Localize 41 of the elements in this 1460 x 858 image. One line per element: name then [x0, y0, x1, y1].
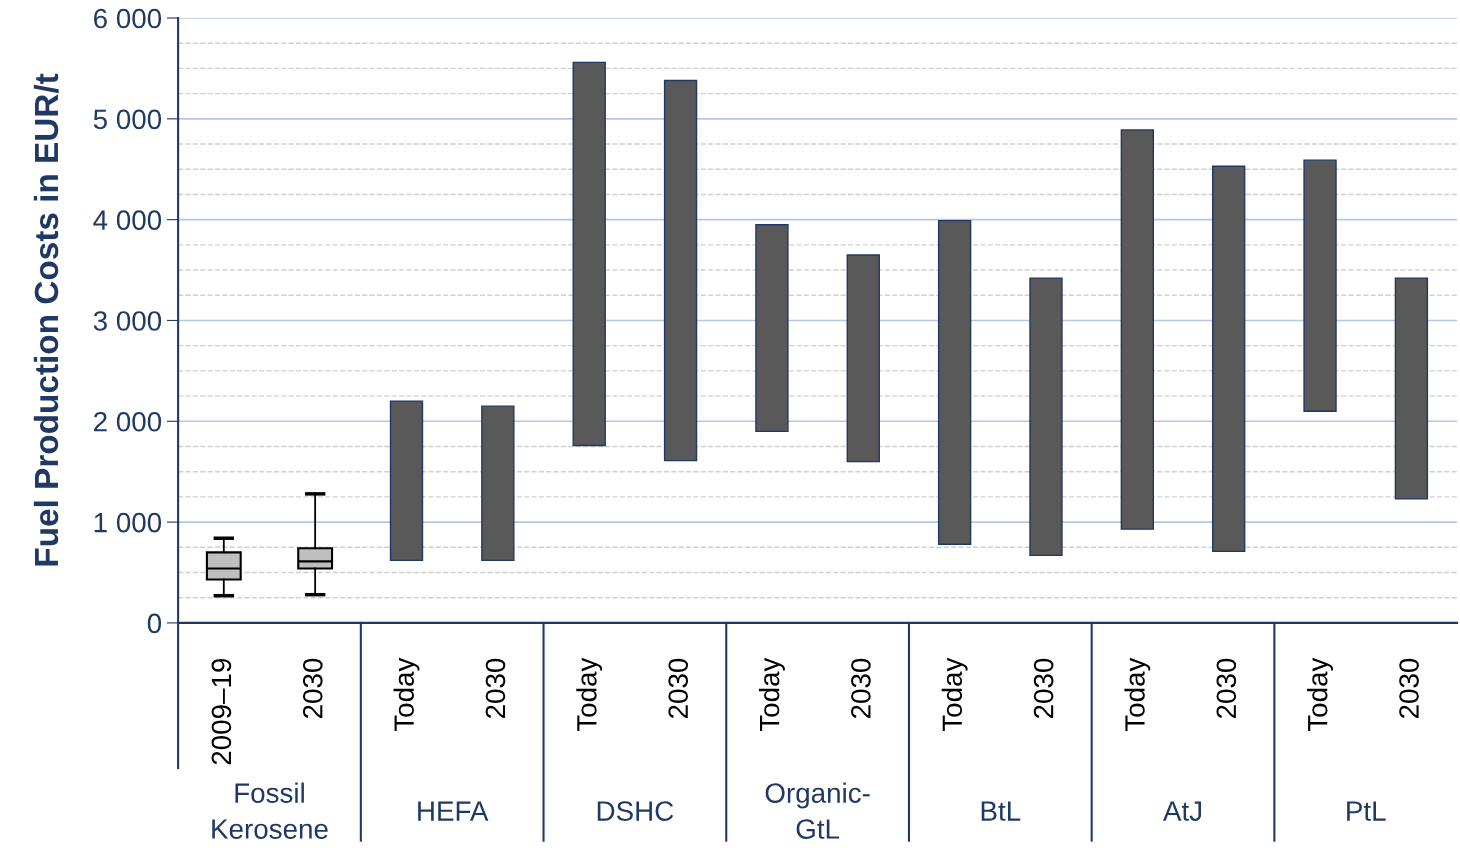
text: Fossil Kerosene: [212, 782, 328, 839]
x-tick-label: 2009–19: [211, 658, 232, 765]
bar: [755, 223, 789, 433]
text: BtL: [981, 801, 1021, 821]
bar: [481, 405, 515, 562]
x-tick-label: 2030: [851, 658, 871, 719]
x-tick-label: Today: [1124, 657, 1151, 732]
x-tick-label: Today: [576, 657, 603, 732]
x-tick-label: 2030: [1033, 658, 1054, 719]
text: DSHC: [597, 801, 674, 821]
x-tick-label: Today: [393, 657, 420, 732]
text: AtJ: [1163, 801, 1202, 821]
x-tick-label: 2030: [1216, 658, 1237, 719]
y-axis-title: Fuel Production Costs in EUR/t: [33, 73, 59, 566]
y-tick-label: 6 000: [94, 8, 162, 29]
x-tick-label: 2030: [668, 658, 689, 719]
x-tick-label: Today: [758, 657, 785, 732]
text: HEFA: [418, 801, 489, 821]
x-tick-label: 2030: [485, 658, 506, 719]
y-tick-label: 4 000: [93, 210, 162, 230]
y-tick-label: 3 000: [93, 311, 162, 331]
bar: [663, 79, 698, 462]
y-tick-label: 2 000: [94, 411, 162, 432]
x-tick-label: Today: [941, 657, 968, 732]
bar: [937, 219, 972, 545]
bar: [1120, 129, 1155, 530]
bar: [846, 254, 880, 463]
bar: [1394, 277, 1429, 500]
bar: [1212, 165, 1246, 553]
y-tick-label: 5 000: [93, 109, 162, 130]
bar: [1029, 277, 1063, 557]
x-tick-label: Today: [1307, 657, 1333, 732]
bar: [1303, 159, 1337, 412]
y-tick-label: 0: [147, 613, 162, 634]
text: PtL: [1347, 801, 1386, 821]
bar: [572, 61, 606, 447]
x-tick-label: 2030: [1399, 658, 1419, 719]
y-tick-label: 1 000: [94, 512, 162, 533]
text: Organic- GtL: [765, 782, 870, 839]
x-tick-label: 2030: [302, 658, 323, 719]
bar: [389, 400, 424, 562]
